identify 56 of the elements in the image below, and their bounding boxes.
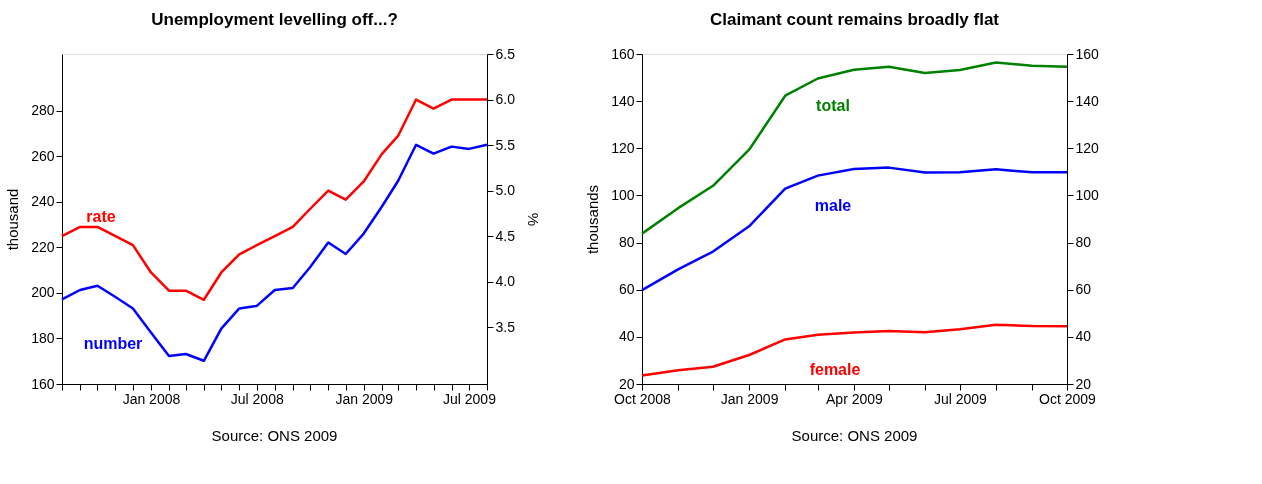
x-tick-label: Oct 2009: [1039, 390, 1097, 407]
line-series: [640, 166, 1069, 292]
x-tick-label: Jul 2008: [230, 390, 284, 407]
series-label: number: [83, 335, 143, 352]
x-tick-label: Jul 2009: [933, 390, 988, 407]
x-tick-label: Jan 2009: [335, 390, 394, 407]
y-axis-title: thousand: [4, 188, 22, 251]
y2-tick-label: 160: [1075, 45, 1100, 62]
y-tick-label: 120: [611, 139, 635, 156]
y2-tick-label: 140: [1075, 92, 1100, 109]
y-axis-title: thousands: [584, 184, 602, 255]
x-tick-label: Jan 2008: [122, 390, 181, 407]
x-tick-label: Jan 2009: [720, 390, 779, 407]
line-series: [640, 61, 1069, 235]
line-series: [640, 323, 1069, 377]
y-tick-label: 140: [611, 92, 635, 109]
y2-tick-label: 5.0: [495, 182, 516, 199]
y2-tick-label: 60: [1075, 281, 1092, 298]
series-label: male: [814, 197, 852, 214]
y2-tick-label: 6.0: [495, 91, 516, 108]
x-tick-label: Oct 2008: [614, 390, 672, 407]
source-note: Source: ONS 2009: [211, 427, 338, 444]
line-series: [60, 98, 489, 302]
y2-tick-label: 80: [1075, 234, 1092, 251]
series-label: female: [809, 361, 861, 378]
y2-tick-label: 120: [1075, 139, 1100, 156]
y-tick-label: 160: [611, 45, 635, 62]
y2-tick-label: 4.0: [495, 273, 516, 290]
series-label: total: [816, 97, 850, 114]
y-tick-label: 200: [31, 284, 55, 301]
x-tick-label: Jul 2009: [443, 390, 497, 407]
y-tick-label: 80: [618, 234, 635, 251]
y2-tick-label: 40: [1075, 328, 1092, 345]
series-label: rate: [86, 208, 116, 225]
y-tick-label: 40: [618, 328, 635, 345]
y-tick-label: 260: [31, 147, 55, 164]
line-series: [60, 143, 489, 363]
y-tick-label: 160: [31, 375, 55, 392]
y-tick-label: 20: [618, 375, 635, 392]
y2-axis-title: %: [524, 212, 542, 227]
source-note: Source: ONS 2009: [791, 427, 918, 444]
y-tick-label: 280: [31, 102, 55, 119]
y-tick-label: 100: [611, 186, 635, 203]
x-tick-label: Apr 2009: [826, 390, 884, 407]
y-tick-label: 240: [31, 193, 55, 210]
y2-tick-label: 20: [1075, 375, 1092, 392]
chart-title: Unemployment levelling off...?: [151, 10, 398, 29]
y2-tick-label: 4.5: [495, 227, 516, 244]
y2-tick-label: 100: [1075, 186, 1100, 203]
y-tick-label: 60: [618, 281, 635, 298]
y-tick-label: 180: [31, 329, 55, 346]
y2-tick-label: 3.5: [495, 318, 516, 335]
y-tick-label: 220: [31, 238, 55, 255]
y2-tick-label: 5.5: [495, 136, 516, 153]
y2-tick-label: 6.5: [495, 45, 516, 62]
chart-title: Claimant count remains broadly flat: [709, 10, 1000, 29]
